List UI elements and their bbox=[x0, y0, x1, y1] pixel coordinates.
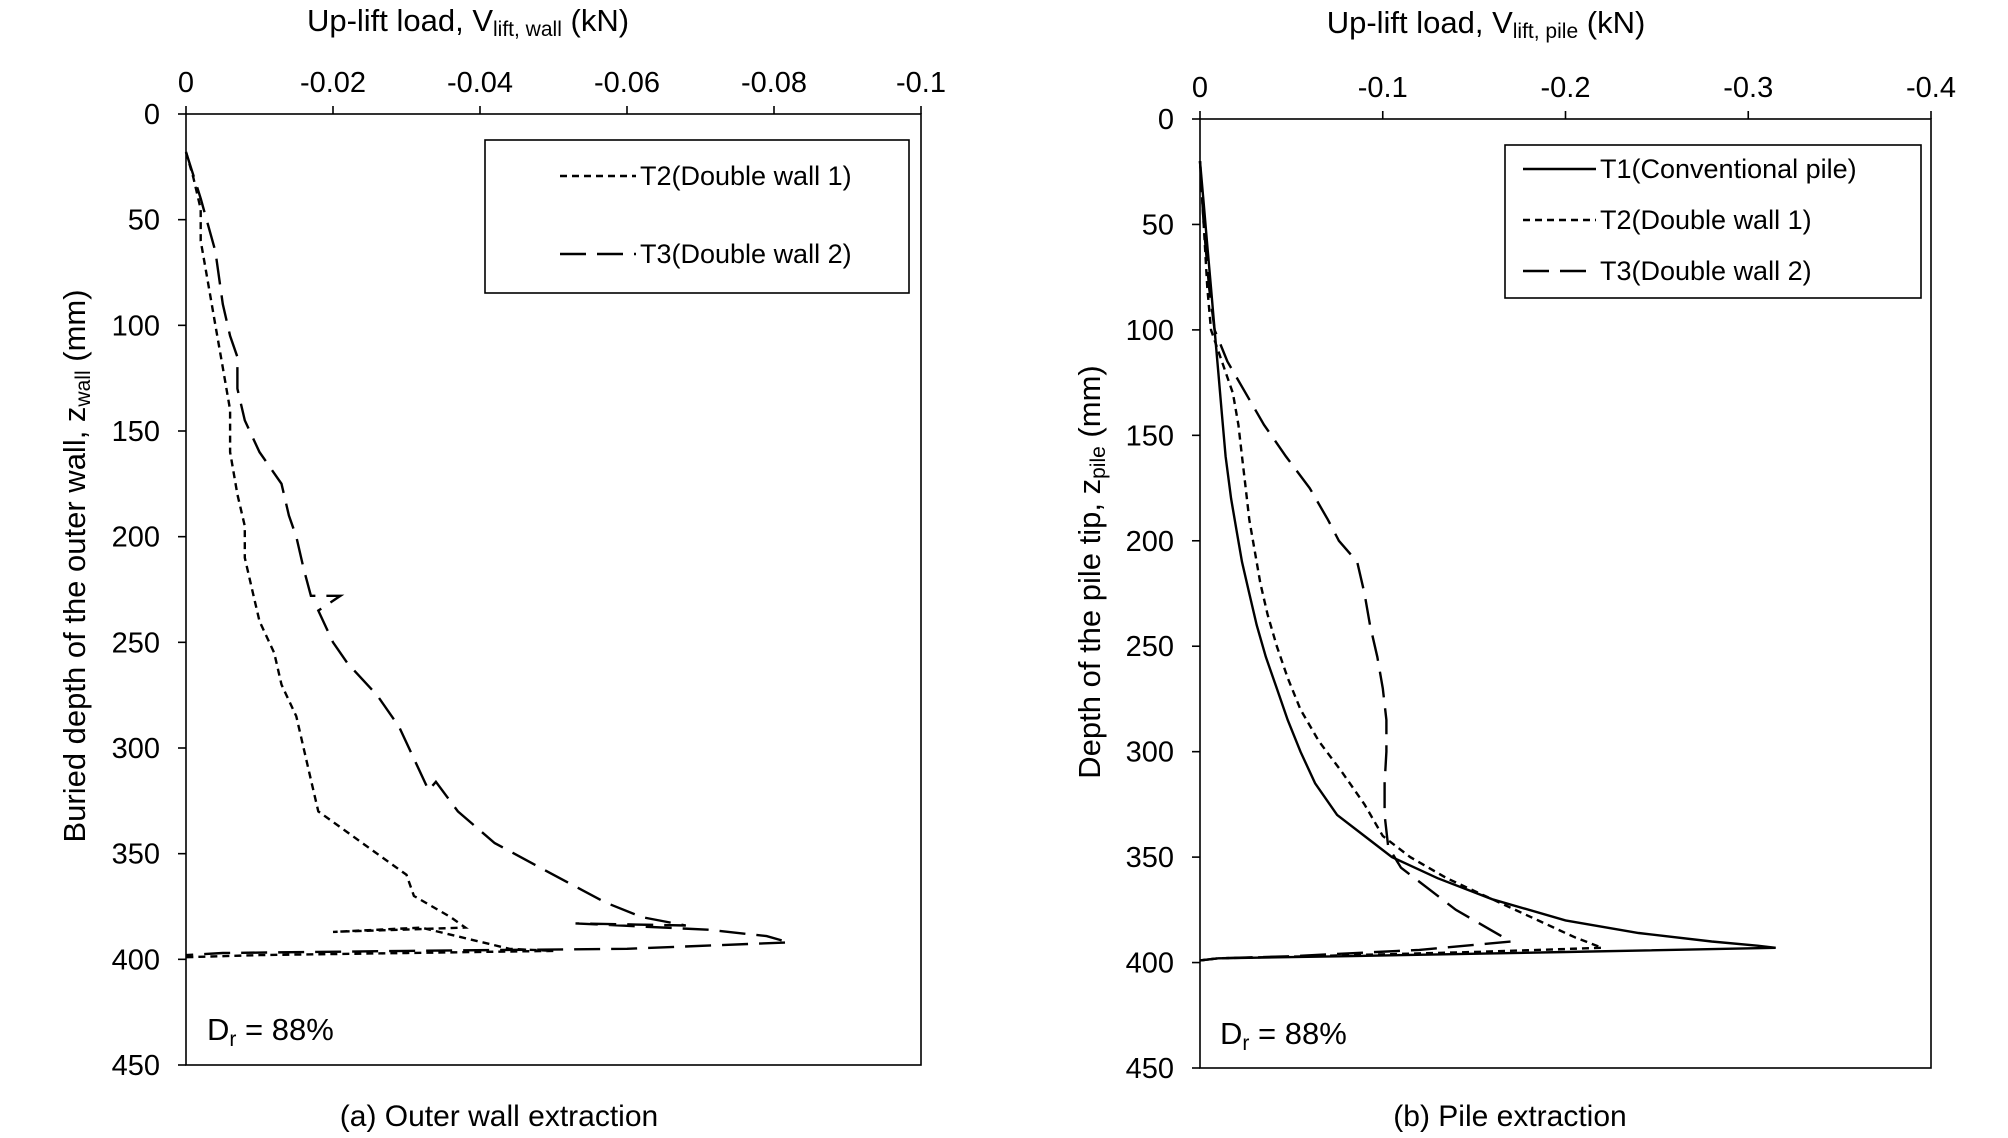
legend-label-t3: T3(Double wall 2) bbox=[1600, 256, 1812, 286]
tick-marks bbox=[1192, 111, 1932, 1069]
series-line-t3 bbox=[1198, 161, 1515, 962]
legend-label-t3: T3(Double wall 2) bbox=[640, 239, 852, 269]
legend-box bbox=[1504, 144, 1922, 299]
legend-label-t2: T2(Double wall 1) bbox=[1600, 205, 1812, 235]
y-tick-label: 100 bbox=[1126, 315, 1174, 347]
y-tick-label: 250 bbox=[1126, 631, 1174, 663]
x-tick-label: 0 bbox=[1192, 72, 1208, 104]
x-tick-label: -0.06 bbox=[594, 67, 660, 99]
series-line-t2 bbox=[1198, 161, 1603, 962]
caption-b: (b) Pile extraction bbox=[1393, 1100, 1626, 1133]
plot-area bbox=[185, 113, 922, 1066]
y-tick-label: 350 bbox=[112, 839, 160, 871]
y-tick-label: 400 bbox=[1126, 948, 1174, 980]
plot-area bbox=[1199, 118, 1932, 1069]
chart-pile: Up-lift load, Vlift, pile (kN) 0 -0.1 -0.2… bbox=[1072, 5, 1956, 1133]
y-tick-label: 450 bbox=[112, 1050, 160, 1082]
y-tick-label: 50 bbox=[128, 205, 160, 237]
relative-density-label: Dr = 88% bbox=[1220, 1016, 1347, 1055]
y-tick-labels: 0 50 100 150 200 250 300 350 400 450 bbox=[1126, 104, 1174, 1085]
y-axis-title: Depth of the pile tip, zpile (mm) bbox=[1072, 365, 1110, 778]
x-tick-label: -0.02 bbox=[300, 67, 366, 99]
y-tick-label: 450 bbox=[1126, 1053, 1174, 1085]
legend: T1(Conventional pile) T2(Double wall 1) … bbox=[1504, 144, 1922, 299]
y-tick-label: 100 bbox=[112, 310, 160, 342]
legend-label-t2: T2(Double wall 1) bbox=[640, 161, 852, 191]
x-tick-label: 0 bbox=[178, 67, 194, 99]
series-line-t2 bbox=[184, 151, 554, 959]
x-tick-label: -0.08 bbox=[741, 67, 807, 99]
x-tick-labels: 0 -0.1 -0.2 -0.3 -0.4 bbox=[1192, 72, 1956, 104]
x-tick-label: -0.1 bbox=[1358, 72, 1408, 104]
legend-box bbox=[484, 139, 910, 294]
legend: T2(Double wall 1) T3(Double wall 2) bbox=[484, 139, 910, 294]
y-tick-label: 300 bbox=[1126, 737, 1174, 769]
y-tick-label: 150 bbox=[112, 416, 160, 448]
y-tick-label: 50 bbox=[1142, 209, 1174, 241]
x-axis-title: Up-lift load, Vlift, pile (kN) bbox=[1327, 5, 1646, 43]
caption-a: (a) Outer wall extraction bbox=[340, 1100, 658, 1133]
y-tick-label: 150 bbox=[1126, 420, 1174, 452]
y-tick-label: 300 bbox=[112, 733, 160, 765]
y-tick-label: 200 bbox=[112, 522, 160, 554]
series-line-t3 bbox=[184, 151, 790, 957]
x-tick-label: -0.3 bbox=[1723, 72, 1773, 104]
y-tick-label: 350 bbox=[1126, 842, 1174, 874]
series-line-t1 bbox=[1198, 161, 1776, 962]
y-tick-label: 250 bbox=[112, 627, 160, 659]
x-axis-title: Up-lift load, Vlift, wall (kN) bbox=[307, 3, 629, 41]
chart-outer-wall: Up-lift load, Vlift, wall (kN) 0 -0.02 -0.… bbox=[57, 3, 946, 1133]
x-tick-label: -0.1 bbox=[896, 67, 946, 99]
data-series bbox=[184, 151, 790, 959]
x-tick-label: -0.2 bbox=[1541, 72, 1591, 104]
x-tick-label: -0.04 bbox=[447, 67, 513, 99]
y-tick-label: 200 bbox=[1126, 526, 1174, 558]
x-tick-labels: 0 -0.02 -0.04 -0.06 -0.08 -0.1 bbox=[178, 67, 946, 99]
legend-label-t1: T1(Conventional pile) bbox=[1600, 154, 1857, 184]
tick-marks bbox=[178, 106, 922, 1066]
relative-density-label: Dr = 88% bbox=[207, 1012, 334, 1051]
y-axis-title: Buried depth of the outer wall, zwall (m… bbox=[57, 289, 95, 842]
y-tick-label: 400 bbox=[112, 944, 160, 976]
data-series bbox=[1198, 161, 1776, 962]
y-tick-labels: 0 50 100 150 200 250 300 350 400 450 bbox=[112, 99, 160, 1082]
x-tick-label: -0.4 bbox=[1906, 72, 1956, 104]
y-tick-label: 0 bbox=[1158, 104, 1174, 136]
y-tick-label: 0 bbox=[144, 99, 160, 131]
